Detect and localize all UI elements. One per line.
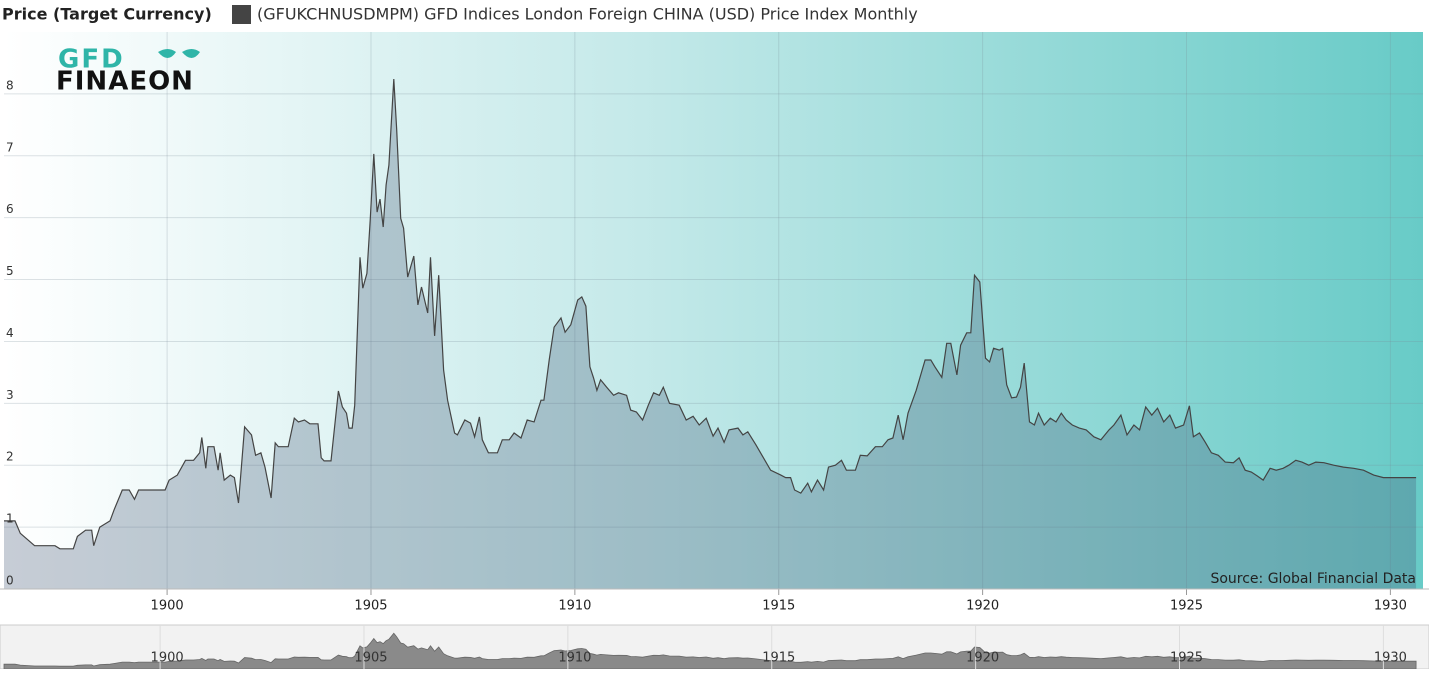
y-tick-label: 6 xyxy=(6,202,14,216)
navigator-tick-label: 1915 xyxy=(762,651,795,666)
x-tick-label: 1930 xyxy=(1374,599,1407,614)
y-tick-label: 2 xyxy=(6,450,14,464)
y-tick-label: 7 xyxy=(6,140,14,154)
x-tick-label: 1900 xyxy=(151,599,184,614)
navigator-area xyxy=(3,632,1417,670)
x-tick-label: 1910 xyxy=(558,599,591,614)
source-note: Source: Global Financial Data xyxy=(1210,571,1416,587)
navigator-tick-label: 1900 xyxy=(151,651,184,666)
navigator-tick-label: 1905 xyxy=(354,651,387,666)
area-fill xyxy=(4,79,1417,589)
logo: GFD FINAEON xyxy=(56,45,200,97)
x-tick-label: 1925 xyxy=(1170,599,1203,614)
series-line xyxy=(4,78,1417,550)
navigator-tick-label: 1920 xyxy=(966,651,999,666)
legend-label[interactable]: (GFUKCHNUSDMPM) GFD Indices London Forei… xyxy=(257,5,918,24)
y-tick-label: 1 xyxy=(6,512,14,526)
plot-background xyxy=(4,32,1423,589)
legend-swatch[interactable] xyxy=(232,5,251,24)
navigator-tick-label: 1910 xyxy=(558,651,591,666)
logo-top: GFD xyxy=(58,45,125,75)
navigator-tick-label: 1925 xyxy=(1170,651,1203,666)
y-tick-label: 0 xyxy=(6,574,14,588)
x-tick-label: 1920 xyxy=(966,599,999,614)
y-tick-label: 8 xyxy=(6,78,14,92)
y-tick-label: 3 xyxy=(6,388,14,402)
x-tick-label: 1915 xyxy=(762,599,795,614)
logo-bottom: FINAEON xyxy=(56,67,194,97)
logo-leaves xyxy=(158,49,200,58)
y-axis-title: Price (Target Currency) xyxy=(2,5,212,24)
y-tick-label: 4 xyxy=(6,326,14,340)
y-tick-label: 5 xyxy=(6,264,14,278)
x-tick-label: 1905 xyxy=(354,599,387,614)
navigator-tick-label: 1930 xyxy=(1374,651,1407,666)
